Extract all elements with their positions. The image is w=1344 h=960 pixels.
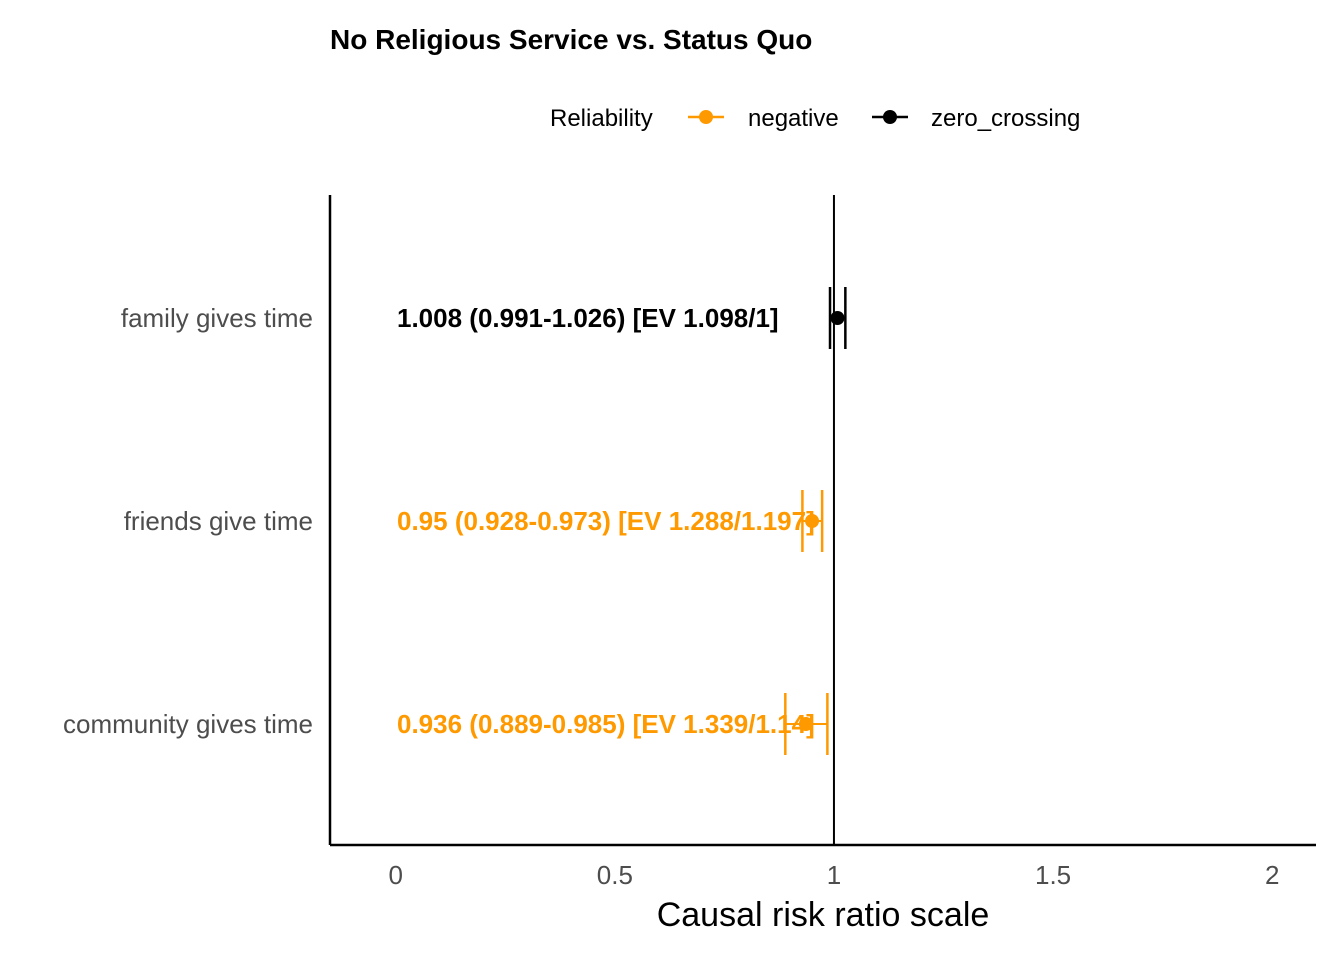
x-tick-label: 1 bbox=[827, 860, 841, 890]
category-label: family gives time bbox=[121, 303, 313, 333]
row: community gives time 0.936 (0.889-0.985) … bbox=[63, 693, 829, 755]
estimate-point bbox=[830, 311, 845, 325]
chart-title: No Religious Service vs. Status Quo bbox=[330, 24, 812, 55]
legend-point-key bbox=[699, 110, 713, 124]
estimate-label: 1.008 (0.991-1.026) [EV 1.098/1] bbox=[397, 303, 779, 333]
x-axis-title: Causal risk ratio scale bbox=[657, 896, 990, 934]
estimate-label: 0.936 (0.889-0.985) [EV 1.339/1.14] bbox=[397, 709, 815, 739]
row: friends give time 0.95 (0.928-0.973) [EV … bbox=[124, 490, 824, 552]
category-label: community gives time bbox=[63, 709, 313, 739]
estimate-point bbox=[805, 514, 820, 528]
x-tick-label: 0.5 bbox=[597, 860, 633, 890]
estimate-point bbox=[798, 717, 813, 731]
category-label: friends give time bbox=[124, 506, 313, 536]
legend-label: negative bbox=[748, 105, 839, 132]
legend-title: Reliability bbox=[550, 105, 653, 132]
estimate-label: 0.95 (0.928-0.973) [EV 1.288/1.197] bbox=[397, 506, 815, 536]
x-tick-label: 0 bbox=[388, 860, 402, 890]
legend: Reliability negative zero_crossing bbox=[550, 105, 1080, 132]
plot-area: 0 0.5 1 1.5 2 family gives time 1.008 (0.991-… bbox=[63, 195, 1316, 890]
legend-item-zero-crossing: zero_crossing bbox=[872, 105, 1080, 132]
x-tick-label: 2 bbox=[1265, 860, 1279, 890]
row: family gives time 1.008 (0.991-1.026) [EV… bbox=[121, 287, 847, 349]
legend-point-key bbox=[883, 110, 897, 124]
legend-label: zero_crossing bbox=[931, 105, 1080, 132]
legend-item-negative: negative bbox=[688, 105, 839, 132]
x-tick-label: 1.5 bbox=[1035, 860, 1071, 890]
